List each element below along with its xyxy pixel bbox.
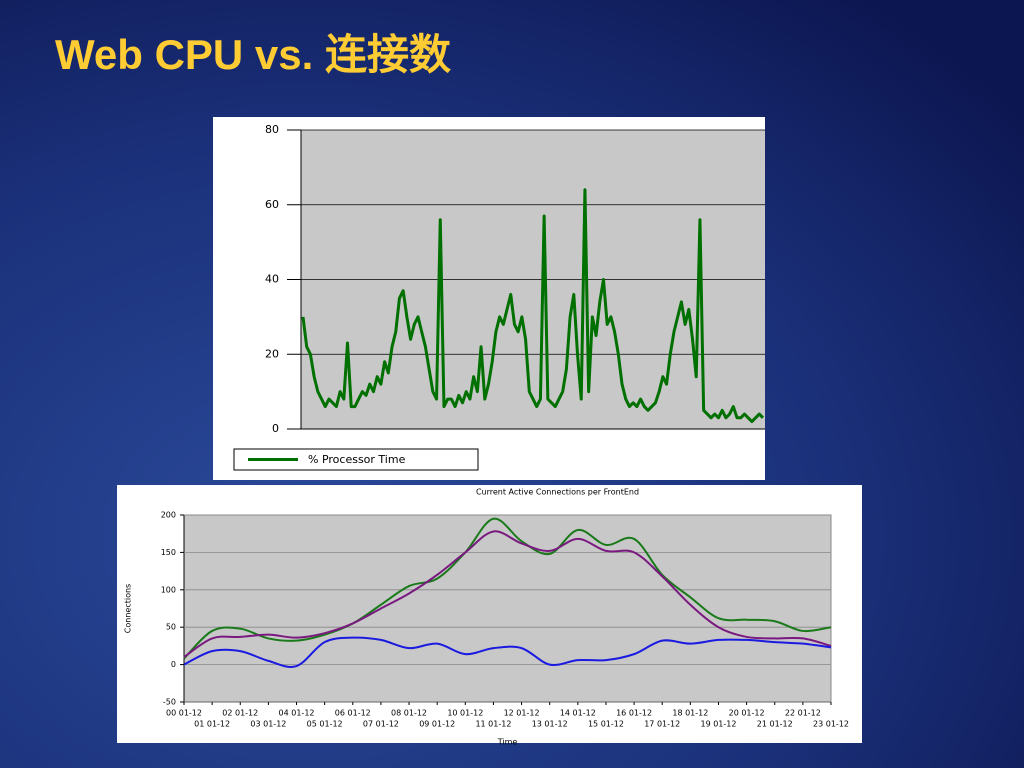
x-tick-label: 22 01-12 — [785, 709, 821, 718]
x-tick-label: 19 01-12 — [700, 720, 736, 729]
legend-label: % Processor Time — [308, 453, 406, 466]
y-tick-label: 100 — [161, 585, 176, 594]
legend-box — [233, 448, 479, 471]
x-tick-label: 08 01-12 — [391, 709, 427, 718]
x-tick-label: 11 01-12 — [475, 720, 511, 729]
y-tick-label: 0 — [171, 660, 176, 669]
data-line — [183, 636, 832, 668]
y-axis-label: Connections — [124, 584, 133, 633]
y-tick-label: 80 — [265, 123, 279, 136]
x-tick-label: 18 01-12 — [672, 709, 708, 718]
x-tick-label: 12 01-12 — [504, 709, 540, 718]
x-tick-label: 16 01-12 — [616, 709, 652, 718]
x-tick-label: 03 01-12 — [250, 720, 286, 729]
x-tick-label: 01 01-12 — [194, 720, 230, 729]
x-tick-label: 06 01-12 — [335, 709, 371, 718]
x-tick-label: 14 01-12 — [560, 709, 596, 718]
data-line — [183, 517, 832, 660]
y-tick-label: 60 — [265, 198, 279, 211]
x-axis-label: Time — [497, 738, 518, 747]
x-tick-label: 05 01-12 — [307, 720, 343, 729]
x-tick-label: 17 01-12 — [644, 720, 680, 729]
y-tick-label: 40 — [265, 273, 279, 286]
data-line — [301, 188, 765, 424]
x-tick-label: 21 01-12 — [757, 720, 793, 729]
x-tick-label: 07 01-12 — [363, 720, 399, 729]
y-tick-label: -50 — [163, 698, 176, 707]
y-tick-label: 0 — [272, 422, 279, 435]
x-tick-label: 23 01-12 — [813, 720, 849, 729]
x-tick-label: 13 01-12 — [532, 720, 568, 729]
x-tick-label: 09 01-12 — [419, 720, 455, 729]
y-tick-label: 50 — [166, 623, 176, 632]
y-tick-label: 200 — [161, 511, 176, 520]
x-tick-label: 02 01-12 — [222, 709, 258, 718]
x-tick-label: 15 01-12 — [588, 720, 624, 729]
chart-title: Current Active Connections per FrontEnd — [476, 488, 639, 497]
x-tick-label: 00 01-12 — [166, 709, 202, 718]
x-tick-label: 10 01-12 — [447, 709, 483, 718]
y-tick-label: 20 — [265, 347, 279, 360]
x-tick-label: 20 01-12 — [729, 709, 765, 718]
slide-title: Web CPU vs. 连接数 — [55, 31, 451, 78]
x-tick-label: 04 01-12 — [279, 709, 315, 718]
plot-area — [183, 514, 832, 703]
y-tick-label: 150 — [161, 548, 176, 557]
data-line — [183, 530, 832, 658]
